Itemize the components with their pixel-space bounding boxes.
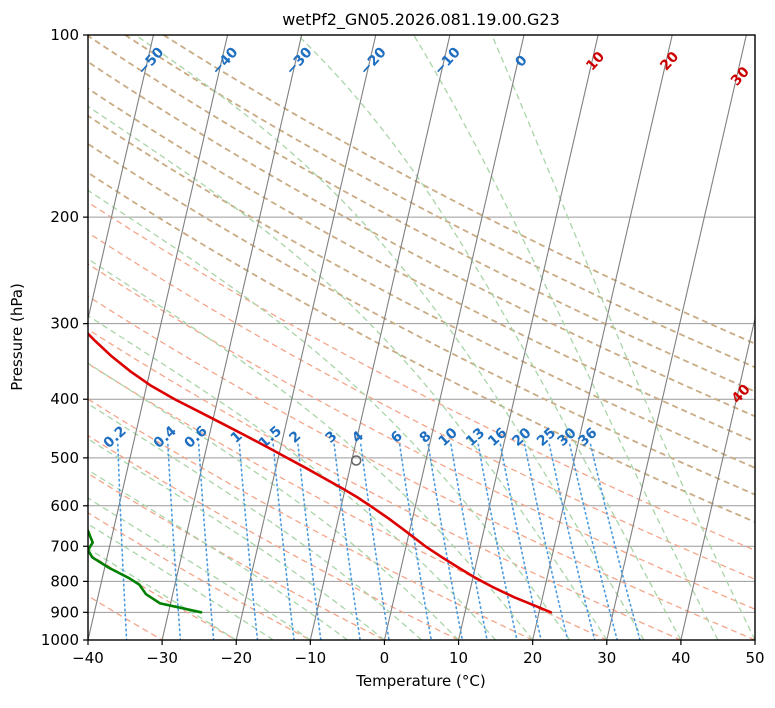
dry-adiabat-line [163, 35, 755, 345]
mixing-ratio-line [360, 443, 390, 640]
isotherm-line [680, 316, 755, 640]
isotherm-line [309, 35, 451, 640]
mixing-ratio-line [569, 443, 618, 640]
dry-adiabat-line [88, 512, 311, 640]
page-title: wetPf2_GN05.2026.081.19.00.G23 [282, 10, 560, 30]
profile-temperature-line [88, 331, 553, 614]
dry-adiabat-line [88, 171, 755, 524]
x-tick-label: −30 [146, 649, 178, 667]
sounding-profiles [88, 331, 553, 614]
x-tick-label: −10 [295, 649, 327, 667]
y-tick-label: 500 [50, 449, 79, 467]
profile-markers [350, 455, 362, 466]
moist-adiabat-line [88, 258, 534, 640]
mixing-ratio-line [499, 443, 542, 640]
moist-adiabat-line [88, 314, 497, 640]
moist-adiabat-line [88, 438, 385, 640]
mixing-ratio-line [548, 443, 596, 640]
mixing-ratio-line [333, 443, 361, 640]
dry-adiabat-line [88, 263, 755, 610]
moist-adiabat-line [413, 35, 719, 640]
y-tick-label: 1000 [41, 631, 79, 649]
y-tick-label: 100 [50, 26, 79, 44]
mixing-ratio-line [477, 443, 518, 640]
y-axis-label: Pressure (hPa) [8, 283, 26, 391]
isotherm-line [532, 35, 673, 640]
x-tick-label: −40 [72, 649, 104, 667]
x-tick-label: 50 [745, 649, 764, 667]
dry-adiabat-line [124, 35, 755, 369]
x-axis-label: Temperature (°C) [355, 672, 485, 690]
x-tick-label: 40 [671, 649, 690, 667]
x-tick-label: −20 [220, 649, 252, 667]
dry-adiabat-line [88, 201, 755, 551]
isotherm-line [88, 35, 154, 322]
dry-adiabat-line [88, 295, 755, 640]
mixing-ratio-line [523, 443, 569, 640]
y-tick-label: 800 [50, 572, 79, 590]
moist-adiabat-line [88, 497, 311, 640]
moist-adiabat-line [134, 35, 645, 640]
isotherm-line [235, 35, 377, 640]
mixing-ratio-line [427, 443, 464, 640]
y-tick-label: 600 [50, 497, 79, 515]
dry-adiabat-line [88, 87, 755, 443]
moist-adiabat-line [88, 189, 571, 640]
isotherm-line [458, 35, 599, 640]
isotherm-line [383, 35, 525, 640]
y-tick-label: 700 [50, 537, 79, 555]
mixing-ratio-line [589, 443, 641, 640]
y-tick-label: 200 [50, 208, 79, 226]
moist-adiabat-line [297, 35, 682, 640]
plot-frame [87, 34, 756, 641]
mixing-ratio-line [450, 443, 488, 640]
x-tick-label: 0 [380, 649, 390, 667]
isotherm-line [606, 35, 747, 640]
x-tick-label: 30 [597, 649, 616, 667]
moist-adiabat-line [491, 35, 755, 640]
profile-dewpoint-line [88, 529, 203, 614]
y-tick-label: 900 [50, 603, 79, 621]
dry-adiabat-line [88, 142, 755, 496]
mixing-ratio-line [398, 443, 433, 640]
isotherm-line [161, 35, 303, 640]
background-gridlines [88, 35, 755, 640]
moist-adiabat-line [88, 402, 422, 640]
isotherm-line [88, 35, 229, 640]
moist-adiabat-line [88, 105, 608, 640]
axes: −40 −30 −20 −10 0 10 20 30 40 50 100 200 300 400 500 60… [41, 26, 765, 667]
x-tick-label: 10 [449, 649, 468, 667]
dry-adiabat-line [88, 328, 682, 640]
y-tick-label: 400 [50, 390, 79, 408]
lcl-marker [350, 455, 362, 466]
y-tick-label: 300 [50, 315, 79, 333]
x-tick-label: 20 [523, 649, 542, 667]
